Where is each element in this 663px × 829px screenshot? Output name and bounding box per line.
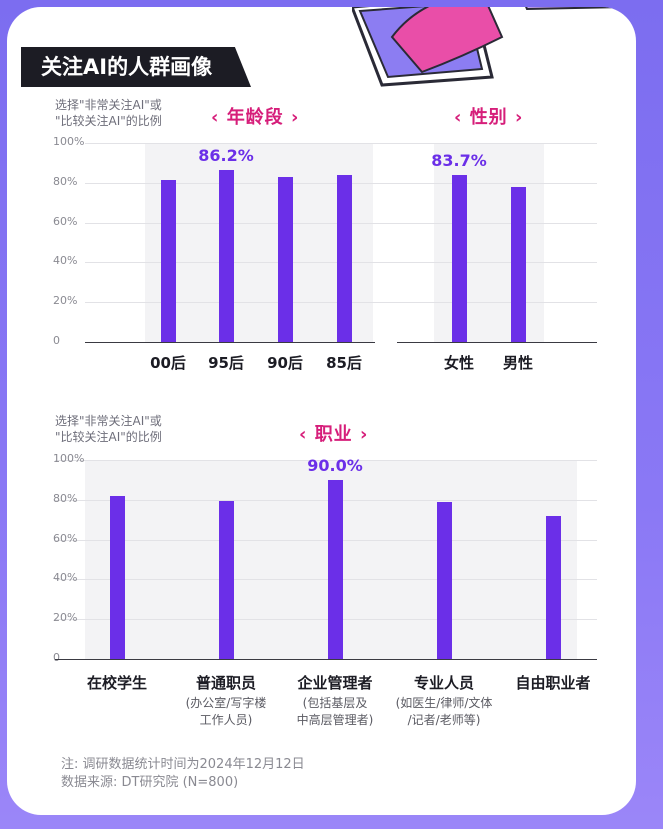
bar-男性 [510, 186, 526, 342]
data-label: 86.2% [198, 146, 254, 166]
x-tick-label: 自由职业者 [515, 674, 591, 692]
data-label: 83.7% [431, 151, 487, 171]
page-title-badge: 关注AI的人群画像 [21, 47, 251, 87]
gridline [55, 619, 597, 621]
y-tick-label: 0 [53, 334, 60, 347]
x-tick-sublabel: (如医生/律师/文体 /记者/老师等) [395, 696, 493, 727]
x-tick-sublabel: (包括基层及 中高层管理者) [296, 696, 374, 727]
gridline [55, 460, 597, 461]
footnote-source: 数据来源: DT研究院 (N=800) [61, 775, 239, 790]
data-label: 90.0% [307, 455, 363, 475]
section-title-occupation: ‹ 职业 › [299, 424, 369, 445]
gridline [85, 143, 597, 144]
bar-普通职员 [218, 500, 234, 659]
gridline [55, 539, 597, 541]
y-tick-label: 20% [53, 294, 78, 308]
y-tick-label: 0 [53, 651, 60, 664]
x-tick-label: 专业人员 [413, 674, 474, 692]
bar-95后 [218, 170, 234, 342]
bar-在校学生 [109, 495, 125, 659]
x-tick-label: 企业管理者 [297, 674, 373, 692]
x-tick-label: 男性 [502, 354, 533, 372]
y-tick-label: 100% [53, 135, 85, 148]
card: 关注AI的人群画像 选择"非常关注AI"或 "比较关注AI"的比例 ‹ 年龄段 … [7, 7, 636, 815]
x-tick-label: 普通职员 [195, 674, 256, 692]
y-tick-label: 60% [53, 531, 78, 545]
section-title-age-text: 年龄段 [226, 107, 284, 128]
x-tick-label: 女性 [443, 354, 474, 372]
gender-panel-bg [434, 143, 544, 342]
bar-90后 [277, 176, 293, 342]
x-tick-sublabel: (办公室/写字楼 工作人员) [185, 696, 267, 727]
laptop-illustration [352, 7, 625, 87]
footnote-date: 注: 调研数据统计时间为2024年12月12日 [61, 757, 305, 772]
section-title-age: ‹ 年龄段 › [211, 107, 300, 128]
gridline [55, 499, 597, 501]
x-tick-label: 在校学生 [86, 674, 147, 692]
bar-专业人员 [436, 501, 452, 659]
y-axis-note: 选择"非常关注AI"或 "比较关注AI"的比例 [55, 98, 162, 128]
y-tick-label: 80% [53, 174, 78, 188]
y-tick-label: 60% [53, 214, 78, 228]
x-axis-occupation [55, 659, 597, 660]
page-title: 关注AI的人群画像 [41, 55, 213, 79]
bar-85后 [336, 174, 352, 342]
section-title-gender-text: 性别 [469, 107, 508, 128]
bar-自由职业者 [545, 515, 561, 659]
x-axis-age [85, 342, 375, 343]
bar-00后 [160, 179, 176, 342]
y-tick-label: 40% [53, 571, 78, 585]
section-title-occupation-text: 职业 [314, 424, 353, 445]
x-tick-label: 00后 [150, 354, 186, 372]
section-title-gender: ‹ 性别 › [454, 107, 524, 128]
y-axis-note-2: 选择"非常关注AI"或 "比较关注AI"的比例 [55, 414, 162, 444]
y-tick-label: 100% [53, 452, 85, 465]
y-tick-label: 40% [53, 254, 78, 268]
bar-女性 [451, 175, 467, 342]
x-tick-label: 90后 [267, 354, 303, 372]
x-tick-label: 85后 [326, 354, 362, 372]
y-tick-label: 20% [53, 611, 78, 625]
x-tick-label: 95后 [208, 354, 244, 372]
gridline [55, 579, 597, 581]
bar-企业管理者 [327, 479, 343, 659]
age-panel-bg [145, 143, 373, 342]
x-axis-gender [397, 342, 597, 343]
y-tick-label: 80% [53, 491, 78, 505]
